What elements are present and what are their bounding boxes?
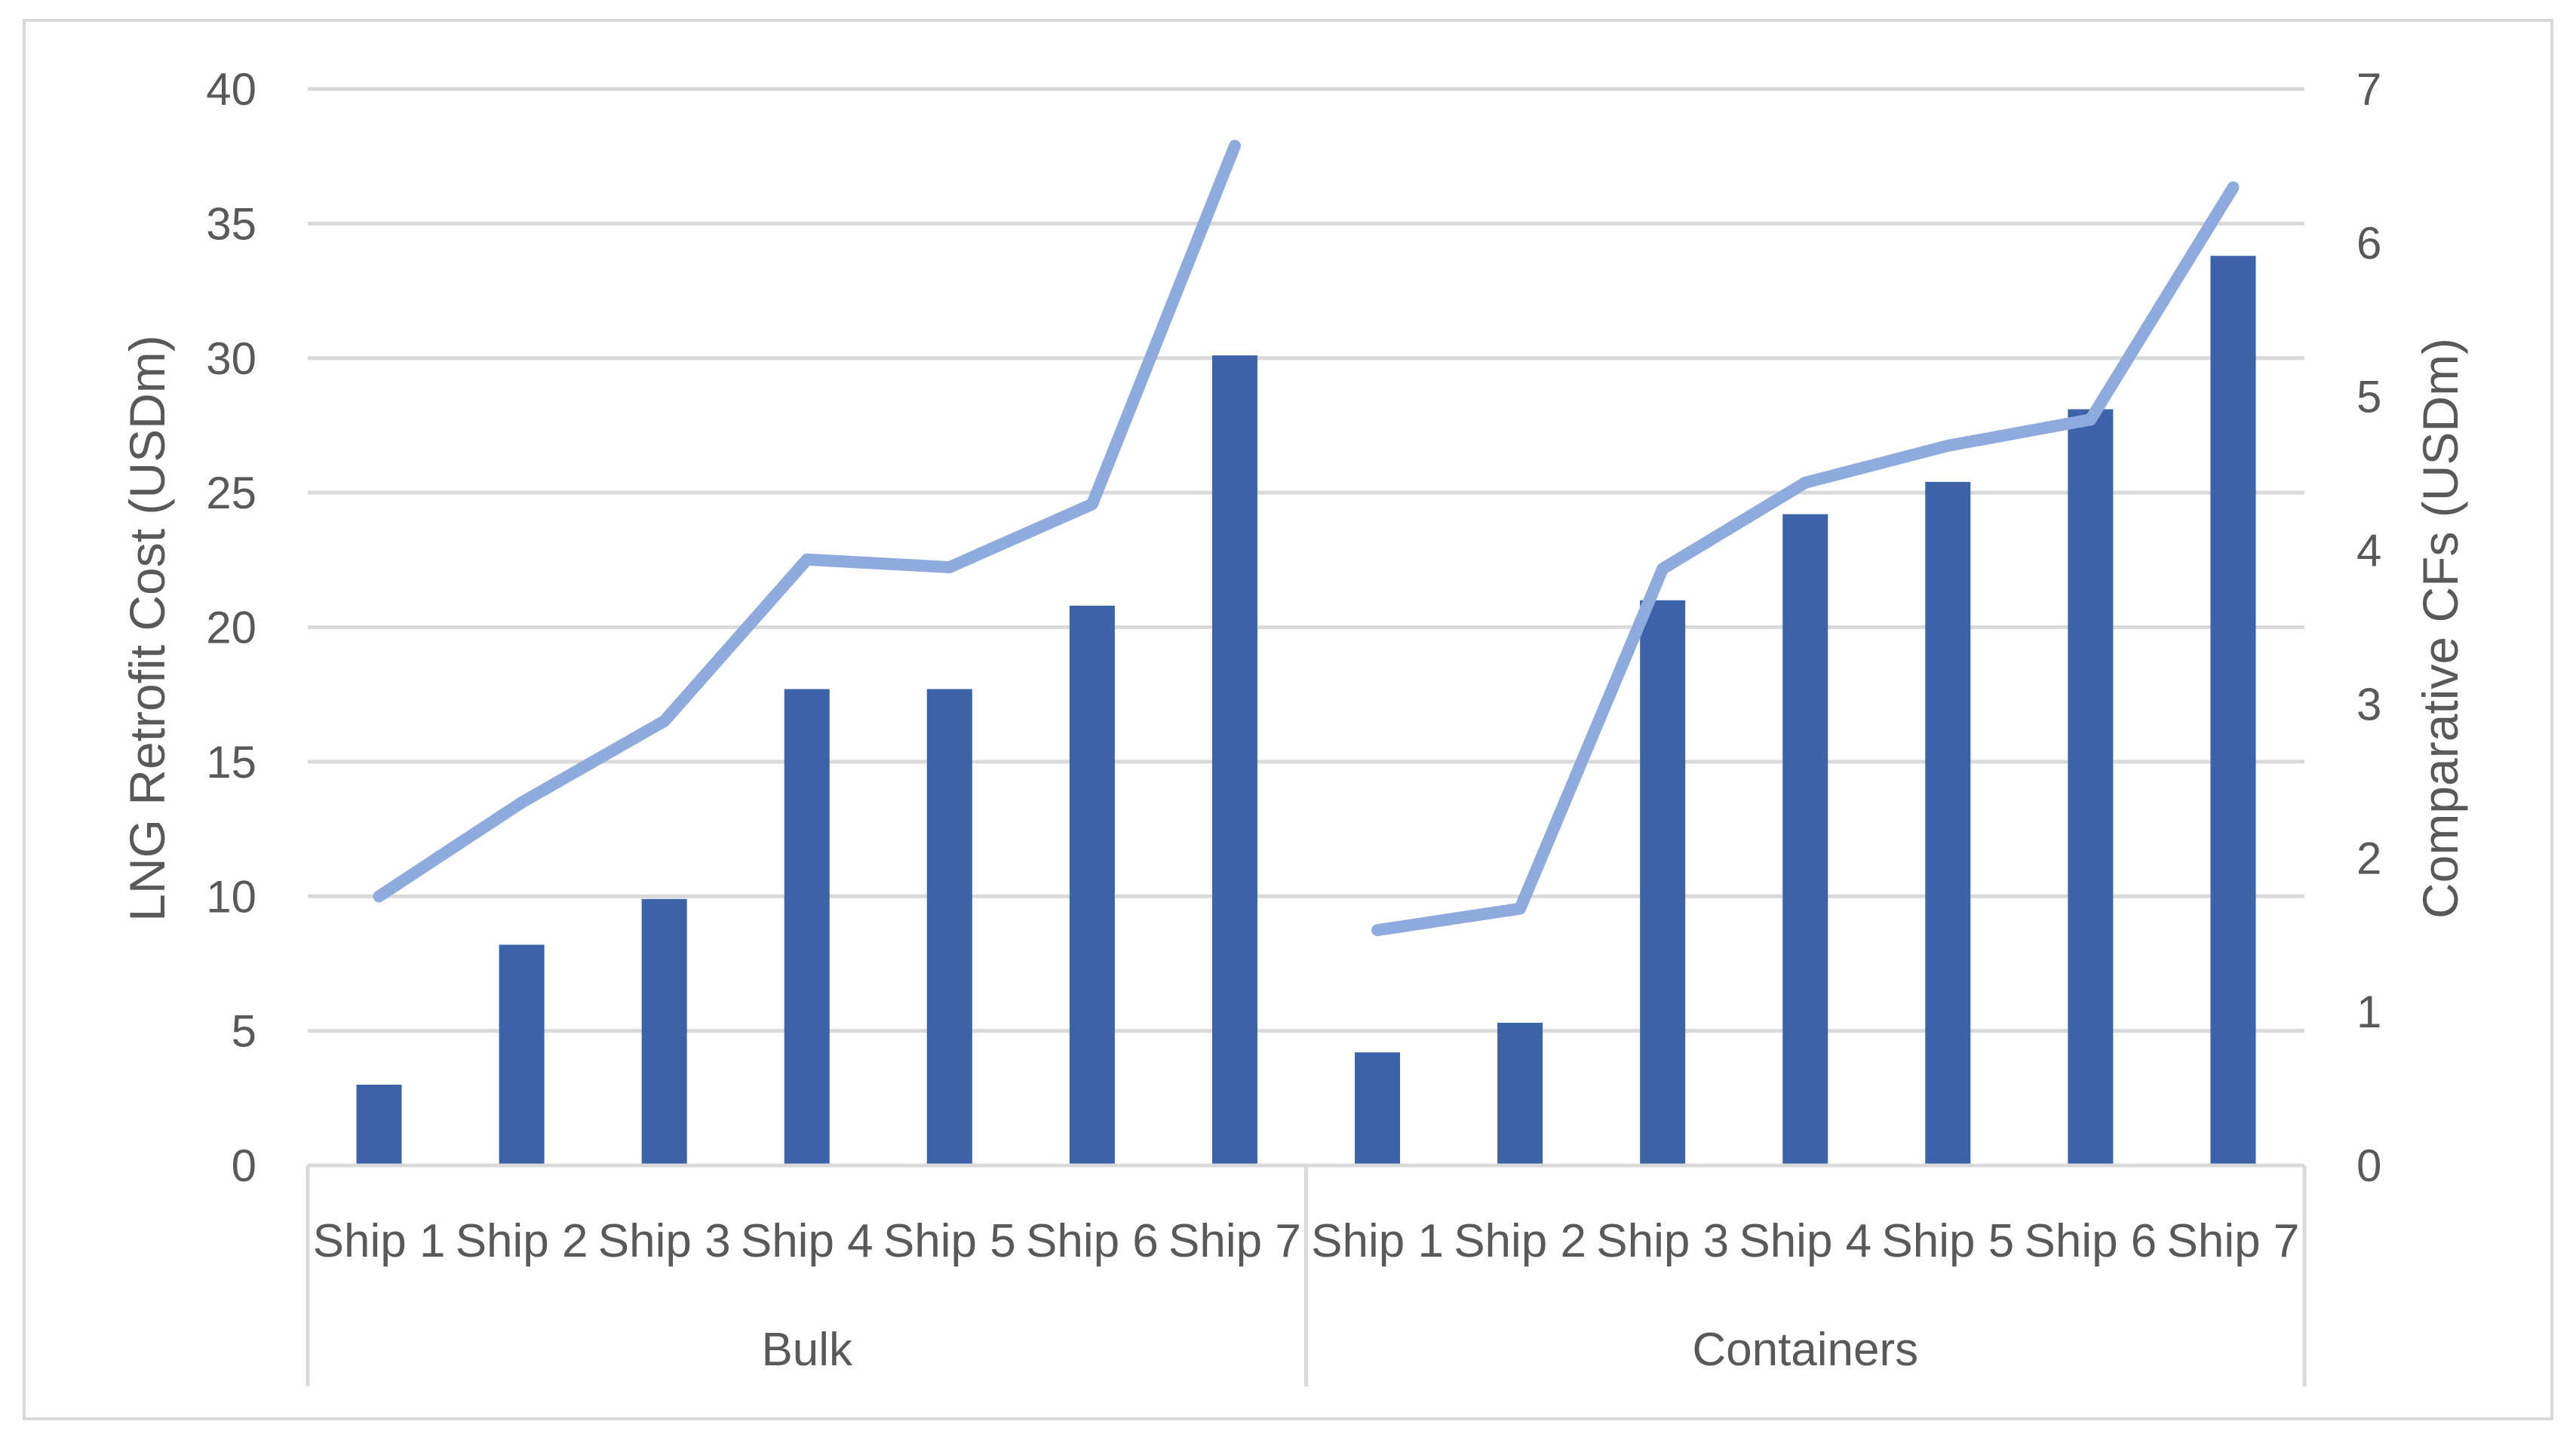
y-tick-label: 35 <box>206 198 256 249</box>
gridlines <box>308 87 2304 1033</box>
category-label: Ship 1 <box>313 1215 446 1267</box>
bar <box>2068 409 2114 1165</box>
bar <box>499 944 545 1165</box>
bar <box>1782 514 1828 1165</box>
bar <box>926 689 972 1165</box>
category-label: Ship 3 <box>1596 1215 1729 1267</box>
group-label: Bulk <box>761 1324 853 1376</box>
category-label: Ship 5 <box>1881 1215 2014 1267</box>
bar <box>641 898 687 1165</box>
group-label: Containers <box>1692 1324 1918 1376</box>
y-tick-label: 5 <box>232 1006 256 1057</box>
right-axis-ticks: 0 1 2 3 4 5 6 7 <box>2356 64 2381 1191</box>
axes <box>305 1163 2307 1386</box>
category-label: Ship 7 <box>1168 1215 1301 1267</box>
right-axis-title: Comparative CFs (USDm) <box>2412 338 2468 919</box>
bar <box>1925 481 1971 1165</box>
bar <box>1069 605 1115 1165</box>
category-label: Ship 4 <box>1739 1215 1871 1267</box>
category-label: Ship 3 <box>598 1215 731 1267</box>
bar <box>1640 600 1686 1165</box>
y-tick-label: 10 <box>206 871 256 922</box>
y2-tick-label: 5 <box>2356 372 2381 422</box>
y-tick-label: 20 <box>206 603 256 653</box>
y2-tick-label: 3 <box>2356 679 2381 729</box>
category-label: Ship 4 <box>741 1215 874 1267</box>
y-tick-label: 40 <box>206 64 256 115</box>
bar <box>784 689 830 1165</box>
bar <box>1211 355 1257 1165</box>
line-segment-containers <box>1371 181 2240 937</box>
y2-tick-label: 1 <box>2356 987 2381 1037</box>
category-label: Ship 5 <box>883 1215 1016 1267</box>
bar <box>1497 1022 1543 1165</box>
category-label: Ship 7 <box>2167 1215 2300 1267</box>
y2-tick-label: 0 <box>2356 1141 2381 1191</box>
chart-frame <box>23 19 2553 1420</box>
y-tick-label: 25 <box>206 468 256 518</box>
y2-tick-label: 6 <box>2356 218 2381 269</box>
y-tick-label: 30 <box>206 333 256 384</box>
bar <box>356 1084 402 1165</box>
category-label: Ship 6 <box>2024 1215 2157 1267</box>
bar <box>1355 1052 1401 1165</box>
line-segment-bulk <box>373 140 1241 903</box>
line-series <box>373 140 2240 937</box>
group-labels: Bulk Containers <box>761 1324 1918 1376</box>
y2-tick-label: 7 <box>2356 64 2381 115</box>
y2-tick-label: 4 <box>2356 526 2381 576</box>
category-label: Ship 2 <box>456 1215 588 1267</box>
category-labels: Ship 1 Ship 2 Ship 3 Ship 4 Ship 5 Ship 6 Ship… <box>313 1215 2300 1267</box>
y-tick-label: 15 <box>206 737 256 787</box>
y2-tick-label: 2 <box>2356 833 2381 883</box>
left-axis-ticks: 0 5 10 15 20 25 30 35 40 <box>206 64 256 1191</box>
category-label: Ship 2 <box>1454 1215 1586 1267</box>
category-label: Ship 6 <box>1026 1215 1159 1267</box>
left-axis-title: LNG Retrofit Cost (USDm) <box>119 335 175 921</box>
category-label: Ship 1 <box>1311 1215 1444 1267</box>
y-tick-label: 0 <box>232 1141 256 1191</box>
bar <box>2210 256 2256 1165</box>
bar-series <box>356 256 2256 1165</box>
